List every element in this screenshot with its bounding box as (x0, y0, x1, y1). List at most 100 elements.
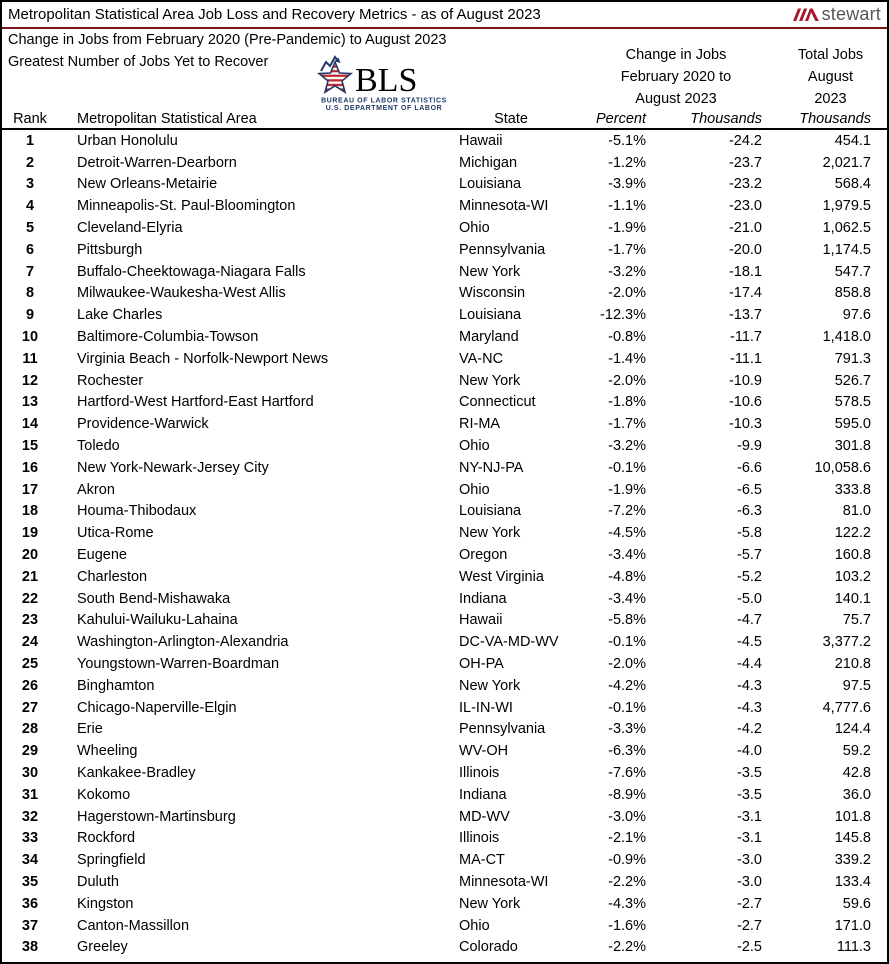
state-cell: Louisiana (459, 307, 522, 324)
rank-cell: 25 (21, 656, 39, 673)
msa-cell: Charleston (77, 568, 148, 585)
change-thousands-cell: -10.9 (728, 372, 762, 389)
table-row: 15 Toledo Ohio -3.2% -9.9 301.8 (2, 435, 887, 457)
state-cell: Illinois (459, 830, 500, 847)
state-cell: Louisiana (459, 176, 522, 193)
change-thousands-cell: -17.4 (728, 285, 762, 302)
rank-cell: 10 (21, 329, 39, 346)
change-thousands-cell: -13.7 (728, 307, 762, 324)
msa-cell: South Bend-Mishawaka (77, 590, 231, 607)
total-jobs-cell: 333.8 (834, 481, 871, 498)
table-row: 12 Rochester New York -2.0% -10.9 526.7 (2, 370, 887, 392)
col-header-rank: Rank (13, 111, 47, 127)
subtitle-greatest-number: Greatest Number of Jobs Yet to Recover (8, 54, 269, 70)
percent-change-cell: -3.3% (608, 721, 646, 738)
change-thousands-cell: -4.3 (737, 699, 762, 716)
change-thousands-cell: -11.7 (730, 329, 762, 346)
page-title: Metropolitan Statistical Area Job Loss a… (8, 6, 541, 23)
rank-cell: 37 (21, 917, 39, 934)
total-jobs-cell: 160.8 (834, 547, 871, 564)
rank-cell: 9 (25, 307, 35, 324)
rank-cell: 8 (25, 285, 35, 302)
percent-change-cell: -5.1% (608, 132, 646, 149)
msa-cell: Springfield (77, 852, 146, 869)
table-row: 2 Detroit-Warren-Dearborn Michigan -1.2%… (2, 152, 887, 174)
change-thousands-cell: -6.5 (737, 481, 762, 498)
state-cell: Wisconsin (459, 285, 526, 302)
total-jobs-cell: 301.8 (834, 438, 871, 455)
state-cell: West Virginia (459, 568, 544, 585)
state-cell: VA-NC (459, 350, 504, 367)
rank-cell: 13 (21, 394, 39, 411)
table-row: 7 Buffalo-Cheektowaga-Niagara Falls New … (2, 261, 887, 283)
table-row: 25 Youngstown-Warren-Boardman OH-PA -2.0… (2, 653, 887, 675)
total-jobs-cell: 454.1 (834, 132, 871, 149)
rank-cell: 28 (21, 721, 39, 738)
table-row: 3 New Orleans-Metairie Louisiana -3.9% -… (2, 174, 887, 196)
table-row: 24 Washington-Arlington-Alexandria DC-VA… (2, 631, 887, 653)
change-thousands-cell: -18.1 (728, 263, 762, 280)
group-total-line1: Total Jobs (797, 47, 864, 63)
percent-change-cell: -0.1% (608, 459, 646, 476)
total-jobs-cell: 526.7 (834, 372, 871, 389)
rank-cell: 19 (21, 525, 39, 542)
total-jobs-cell: 1,979.5 (822, 198, 871, 215)
msa-cell: Greeley (77, 939, 128, 956)
state-cell: Hawaii (459, 132, 503, 149)
total-jobs-cell: 97.5 (842, 677, 871, 694)
percent-change-cell: -3.4% (608, 547, 646, 564)
state-cell: Ohio (459, 917, 490, 934)
state-cell: New York (459, 895, 521, 912)
state-cell: Colorado (459, 939, 518, 956)
group-total-line2: August (807, 69, 854, 85)
percent-change-cell: -1.8% (608, 394, 646, 411)
percent-change-cell: -1.6% (608, 917, 646, 934)
state-cell: MD-WV (459, 808, 510, 825)
state-cell: NY-NJ-PA (459, 459, 524, 476)
group-total-line3: 2023 (814, 91, 847, 107)
table-row: 8 Milwaukee-Waukesha-West Allis Wisconsi… (2, 283, 887, 305)
change-thousands-cell: -4.5 (737, 634, 762, 651)
table-row: 27 Chicago-Naperville-Elgin IL-IN-WI -0.… (2, 697, 887, 719)
change-thousands-cell: -3.1 (737, 830, 762, 847)
rank-cell: 36 (21, 895, 39, 912)
state-cell: Michigan (459, 154, 518, 171)
total-jobs-cell: 59.6 (842, 895, 871, 912)
total-jobs-cell: 140.1 (834, 590, 871, 607)
change-thousands-cell: -4.4 (737, 656, 762, 673)
change-thousands-cell: -2.7 (737, 917, 762, 934)
total-jobs-cell: 81.0 (842, 503, 871, 520)
table-row: 18 Houma-Thibodaux Louisiana -7.2% -6.3 … (2, 501, 887, 523)
msa-cell: Kingston (77, 895, 134, 912)
subtitle-change-in-jobs: Change in Jobs from February 2020 (Pre-P… (8, 32, 447, 48)
total-jobs-cell: 124.4 (834, 721, 871, 738)
state-cell: Hawaii (459, 612, 503, 629)
change-thousands-cell: -2.7 (737, 895, 762, 912)
percent-change-cell: -2.0% (608, 285, 646, 302)
total-jobs-cell: 1,418.0 (822, 329, 871, 346)
change-thousands-cell: -9.9 (737, 438, 762, 455)
state-cell: Illinois (459, 765, 500, 781)
state-cell: Indiana (459, 786, 507, 803)
col-header-msa: Metropolitan Statistical Area (77, 111, 257, 127)
rank-cell: 6 (25, 241, 35, 258)
msa-cell: Providence-Warwick (77, 416, 209, 433)
msa-cell: Pittsburgh (77, 241, 143, 258)
table-row: 22 South Bend-Mishawaka Indiana -3.4% -5… (2, 588, 887, 610)
col-header-percent: Percent (596, 111, 646, 127)
change-thousands-cell: -5.8 (737, 525, 762, 542)
change-thousands-cell: -6.3 (737, 503, 762, 520)
change-thousands-cell: -23.0 (728, 198, 762, 215)
state-cell: IL-IN-WI (459, 699, 513, 716)
percent-change-cell: -2.0% (608, 656, 646, 673)
rank-cell: 16 (21, 459, 39, 476)
rank-cell: 27 (21, 699, 39, 716)
col-header-total-thousands: Thousands (799, 111, 871, 127)
rank-cell: 15 (21, 438, 39, 455)
change-thousands-cell: -20.0 (728, 241, 762, 258)
state-cell: Connecticut (459, 394, 536, 411)
msa-cell: Urban Honolulu (77, 132, 178, 149)
total-jobs-cell: 339.2 (834, 852, 871, 869)
table-row: 23 Kahului-Wailuku-Lahaina Hawaii -5.8% … (2, 610, 887, 632)
